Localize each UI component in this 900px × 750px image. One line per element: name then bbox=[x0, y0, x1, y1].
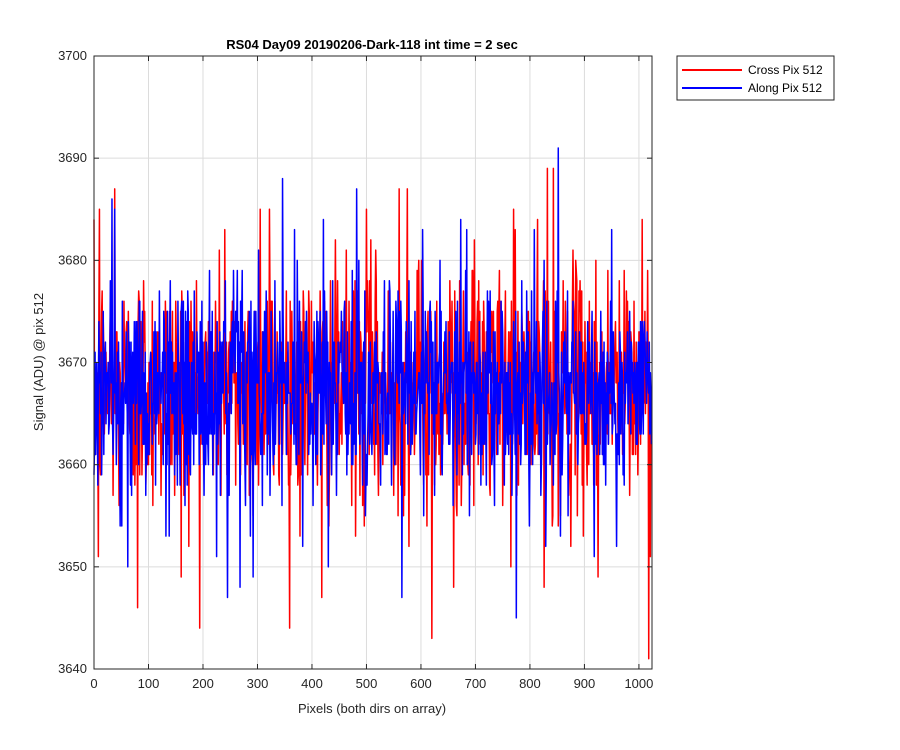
x-tick-label: 300 bbox=[247, 676, 269, 691]
x-tick-label: 0 bbox=[90, 676, 97, 691]
y-tick-label: 3670 bbox=[58, 355, 87, 370]
x-tick-label: 500 bbox=[356, 676, 378, 691]
x-tick-label: 400 bbox=[301, 676, 323, 691]
y-tick-label: 3690 bbox=[58, 150, 87, 165]
legend: Cross Pix 512 Along Pix 512 bbox=[676, 55, 835, 101]
plot-series bbox=[93, 147, 653, 660]
y-tick-label: 3650 bbox=[58, 559, 87, 574]
y-tick-label: 3640 bbox=[58, 661, 87, 676]
y-tick-label: 3700 bbox=[58, 48, 87, 63]
legend-label-along: Along Pix 512 bbox=[748, 81, 822, 95]
x-tick-label: 900 bbox=[574, 676, 596, 691]
x-axis-label: Pixels (both dirs on array) bbox=[298, 701, 446, 716]
axis-ticks: 0 100 200 300 400 500 600 700 800 900 1000 3640 3650… bbox=[58, 48, 653, 691]
legend-label-cross: Cross Pix 512 bbox=[748, 63, 823, 77]
legend-box bbox=[676, 55, 835, 101]
y-axis-label: Signal (ADU) @ pix 512 bbox=[31, 293, 46, 431]
chart-title: RS04 Day09 20190206-Dark-118 int time = … bbox=[226, 37, 518, 52]
series-line-along-pix bbox=[93, 147, 653, 619]
x-tick-label: 100 bbox=[138, 676, 160, 691]
y-tick-label: 3660 bbox=[58, 457, 87, 472]
x-tick-label: 600 bbox=[410, 676, 432, 691]
x-tick-label: 800 bbox=[519, 676, 541, 691]
x-tick-label: 700 bbox=[465, 676, 487, 691]
y-tick-label: 3680 bbox=[58, 252, 87, 267]
x-tick-label: 200 bbox=[192, 676, 214, 691]
x-tick-label: 1000 bbox=[624, 676, 653, 691]
